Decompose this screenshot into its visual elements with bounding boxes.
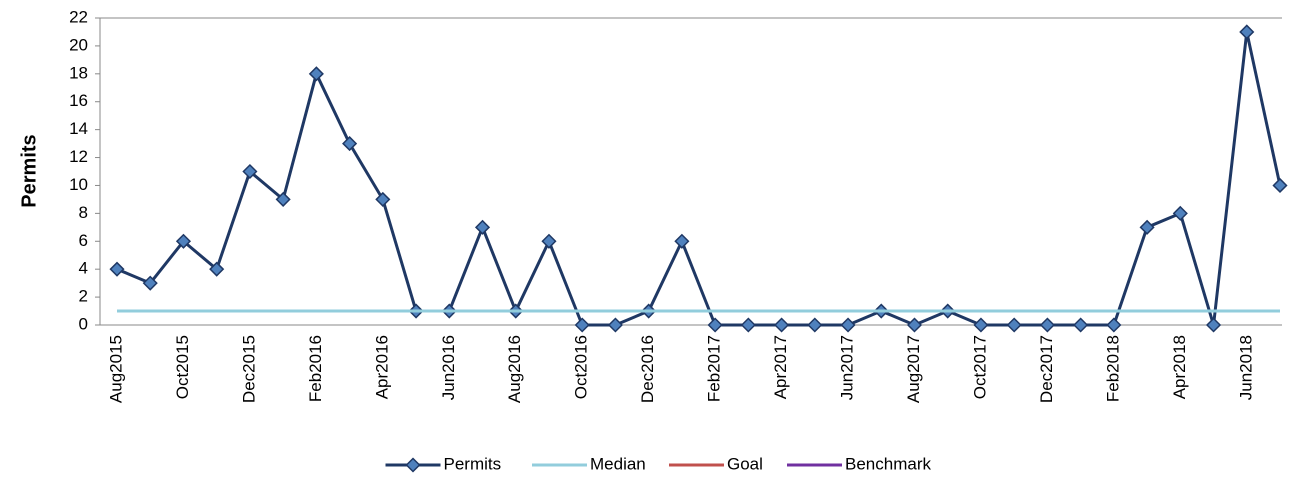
x-tick-label: Jun2017 bbox=[838, 335, 857, 400]
x-tick-label: Oct2015 bbox=[173, 335, 192, 399]
marker bbox=[707, 317, 723, 333]
y-tick-label: 4 bbox=[79, 259, 88, 278]
marker bbox=[973, 317, 989, 333]
marker bbox=[840, 317, 856, 333]
marker bbox=[1172, 205, 1188, 221]
y-tick-label: 12 bbox=[69, 147, 88, 166]
marker bbox=[574, 317, 590, 333]
marker bbox=[474, 219, 491, 235]
x-tick-label: Dec2016 bbox=[638, 335, 657, 403]
x-tick-label: Dec2017 bbox=[1037, 335, 1056, 403]
x-tick-label: Jun2018 bbox=[1236, 335, 1255, 400]
x-tick-label: Aug2016 bbox=[505, 335, 524, 403]
y-tick-label: 10 bbox=[69, 175, 88, 194]
legend-label: Median bbox=[590, 454, 646, 473]
marker bbox=[740, 317, 756, 333]
legend-label: Permits bbox=[444, 454, 502, 473]
y-tick-label: 22 bbox=[69, 7, 88, 26]
legend-label: Benchmark bbox=[845, 454, 931, 473]
x-tick-label: Apr2018 bbox=[1170, 335, 1189, 399]
marker bbox=[275, 191, 291, 207]
legend-label: Goal bbox=[727, 454, 763, 473]
marker bbox=[1205, 317, 1222, 333]
x-tick-label: Apr2016 bbox=[372, 335, 391, 399]
y-tick-label: 16 bbox=[69, 91, 88, 110]
x-tick-label: Oct2016 bbox=[572, 335, 591, 399]
y-tick-label: 0 bbox=[79, 314, 88, 333]
marker bbox=[342, 136, 358, 152]
y-tick-label: 14 bbox=[69, 119, 88, 138]
x-tick-label: Aug2017 bbox=[904, 335, 923, 403]
marker bbox=[1239, 24, 1255, 40]
marker bbox=[774, 317, 790, 333]
y-tick-label: 18 bbox=[69, 63, 88, 82]
marker bbox=[607, 317, 623, 333]
marker bbox=[1272, 177, 1288, 194]
y-tick-label: 8 bbox=[79, 203, 88, 222]
marker bbox=[375, 191, 391, 207]
x-tick-label: Jun2016 bbox=[439, 335, 458, 400]
y-tick-label: 2 bbox=[79, 287, 88, 306]
x-tick-label: Feb2016 bbox=[306, 335, 325, 402]
marker bbox=[242, 163, 258, 180]
marker bbox=[209, 261, 225, 277]
marker bbox=[674, 233, 690, 249]
y-tick-label: 20 bbox=[69, 35, 88, 54]
marker bbox=[1006, 317, 1022, 333]
y-tick-label: 6 bbox=[79, 231, 88, 250]
y-axis-label: Permits bbox=[18, 134, 40, 207]
x-tick-label: Oct2017 bbox=[970, 335, 989, 399]
marker bbox=[906, 317, 923, 333]
marker bbox=[1106, 317, 1122, 333]
series-line bbox=[116, 30, 1282, 327]
marker bbox=[308, 66, 324, 82]
x-tick-label: Aug2015 bbox=[106, 335, 125, 403]
marker bbox=[142, 275, 158, 291]
marker bbox=[175, 233, 192, 249]
marker bbox=[807, 317, 823, 333]
x-tick-label: Apr2017 bbox=[771, 335, 790, 399]
x-tick-label: Feb2017 bbox=[705, 335, 724, 402]
x-tick-label: Feb2018 bbox=[1103, 335, 1122, 402]
x-tick-label: Dec2015 bbox=[239, 335, 258, 403]
marker bbox=[1139, 219, 1155, 235]
marker bbox=[541, 233, 557, 249]
legend-marker bbox=[405, 457, 421, 473]
marker bbox=[1073, 317, 1089, 333]
marker bbox=[1039, 317, 1055, 333]
marker bbox=[109, 261, 125, 277]
